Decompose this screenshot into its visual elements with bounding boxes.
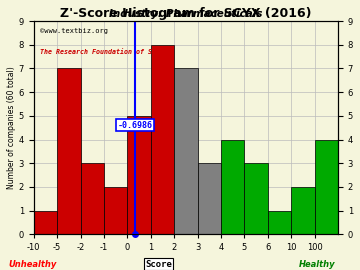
Bar <box>174 69 198 234</box>
Bar <box>244 163 268 234</box>
Y-axis label: Number of companies (60 total): Number of companies (60 total) <box>7 66 16 189</box>
Text: -0.6986: -0.6986 <box>118 121 153 130</box>
Bar <box>81 163 104 234</box>
Text: ©www.textbiz.org: ©www.textbiz.org <box>40 28 108 33</box>
Bar <box>151 45 174 234</box>
Bar <box>104 187 127 234</box>
Text: Score: Score <box>145 260 172 269</box>
Bar <box>291 187 315 234</box>
Bar <box>268 211 291 234</box>
Bar <box>57 69 81 234</box>
Text: Industry: Pharmaceuticals: Industry: Pharmaceuticals <box>109 9 262 19</box>
Bar <box>198 163 221 234</box>
Text: Healthy: Healthy <box>298 260 335 269</box>
Bar <box>34 211 57 234</box>
Text: Unhealthy: Unhealthy <box>8 260 57 269</box>
Text: The Research Foundation of SUNY: The Research Foundation of SUNY <box>40 49 164 55</box>
Bar <box>221 140 244 234</box>
Bar <box>127 116 151 234</box>
Title: Z'-Score Histogram for SCYX (2016): Z'-Score Histogram for SCYX (2016) <box>60 7 312 20</box>
Bar <box>315 140 338 234</box>
